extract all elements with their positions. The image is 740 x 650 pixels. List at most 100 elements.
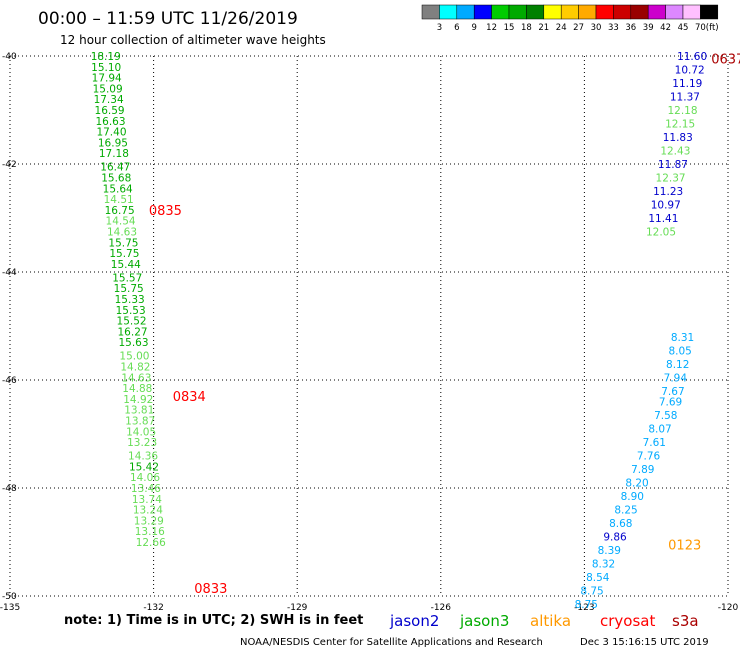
x-tick-label: -135: [0, 603, 20, 613]
data-point-label: 7.76: [637, 451, 661, 463]
y-tick-label: -40: [2, 52, 17, 62]
colorbar-swatch: [630, 4, 649, 20]
axis-ticks: -135 -132 -129 -126 -123 -120 -40 -42 -44 -46 -48 -…: [0, 52, 738, 613]
data-point-label: 11.41: [648, 213, 678, 225]
colorbar-swatch: [595, 4, 614, 20]
data-point-label: 14.92: [123, 394, 153, 406]
pass-time-label: 0123: [668, 539, 701, 554]
data-point-label: 8.90: [621, 491, 644, 503]
data-point-label: 13.29: [134, 515, 164, 527]
data-point-label: 14.36: [128, 451, 158, 463]
satellite-cryosat: cryosat: [600, 612, 655, 630]
data-point-label: 12.05: [646, 227, 676, 239]
data-point-label: 8.75: [575, 599, 598, 611]
colorbar-swatch: [508, 4, 527, 20]
data-point-label: 15.44: [111, 259, 141, 271]
colorbar-swatch: [613, 4, 632, 20]
data-point-label: 13.23: [127, 437, 157, 449]
chart-title: 00:00 – 11:59 UTC 11/26/2019: [38, 9, 298, 29]
colorbar-swatch: [560, 4, 579, 20]
data-point-label: 15.42: [129, 461, 159, 473]
data-point-label: 16.95: [98, 137, 128, 149]
y-tick-label: -42: [2, 160, 17, 170]
credit-text: NOAA/NESDIS Center for Satellite Applica…: [240, 637, 543, 648]
data-point-label: 11.83: [663, 132, 693, 144]
data-point-label: 17.94: [92, 73, 122, 85]
data-point-label: 11.87: [658, 159, 688, 171]
colorbar-swatch: [700, 4, 719, 20]
data-point-label: 15.68: [101, 173, 131, 185]
satellite-jason2: jason2: [389, 612, 439, 630]
pass-time-label: 0835: [149, 204, 182, 219]
data-point-label: 10.97: [651, 200, 681, 212]
data-point-label: 15.53: [116, 305, 146, 317]
data-point-label: 13.81: [124, 405, 154, 417]
data-points: 18.1915.1017.9415.0917.3416.5916.6317.40…: [91, 51, 707, 611]
data-point-label: 14.06: [130, 472, 160, 484]
data-point-label: 15.64: [103, 183, 133, 195]
pass-time-label: 0637: [711, 53, 740, 68]
pass-time-label: 0833: [194, 582, 227, 597]
data-point-label: 8.07: [648, 424, 671, 436]
data-point-label: 8.25: [614, 505, 637, 517]
x-tick-label: -126: [431, 603, 452, 613]
colorbar-label: 39: [643, 23, 654, 33]
data-point-label: 15.09: [93, 83, 123, 95]
data-point-label: 16.47: [100, 162, 130, 174]
x-tick-label: -129: [287, 603, 308, 613]
data-point-label: 15.75: [108, 237, 138, 249]
colorbar-label: 70: [695, 23, 706, 33]
data-point-label: 15.75: [114, 283, 144, 295]
time-labels: 0835 0834 0833 0637 0123: [149, 53, 740, 597]
data-point-label: 17.18: [99, 148, 129, 160]
data-point-label: 7.61: [643, 437, 666, 449]
colorbar-unit: (ft): [706, 23, 719, 33]
colorbar-label: 36: [625, 23, 636, 33]
colorbar-swatch: [456, 4, 475, 20]
colorbar-label: 21: [538, 23, 549, 33]
data-point-label: 17.34: [94, 94, 124, 106]
data-point-label: 14.63: [121, 372, 151, 384]
colorbar-legend: 3 6 9 12 15 18 21 24 27 30 33 36 39 42 45 70 (ft): [421, 4, 719, 33]
data-point-label: 16.75: [105, 205, 135, 217]
satellite-altika: altika: [530, 612, 571, 630]
data-point-label: 12.15: [665, 119, 695, 131]
satellite-legend: jason2 jason3 altika cryosat s3a: [389, 612, 699, 630]
colorbar-label: 27: [573, 23, 584, 33]
colorbar-swatch: [543, 4, 562, 20]
data-point-label: 14.82: [120, 362, 150, 374]
data-point-label: 15.33: [115, 294, 145, 306]
colorbar-label: 6: [454, 23, 459, 33]
data-point-label: 14.63: [107, 227, 137, 239]
data-point-label: 16.63: [95, 116, 125, 128]
data-point-label: 14.88: [122, 383, 152, 395]
colorbar-label: 45: [678, 23, 689, 33]
data-point-label: 17.40: [96, 127, 126, 139]
data-point-label: 7.69: [659, 397, 682, 409]
data-point-label: 8.54: [586, 572, 610, 584]
data-point-label: 13.24: [133, 505, 163, 517]
data-point-label: 14.51: [104, 194, 134, 206]
data-point-label: 8.68: [609, 518, 632, 530]
data-point-label: 15.52: [117, 316, 147, 328]
data-point-label: 8.20: [625, 478, 648, 490]
x-tick-label: -123: [574, 603, 594, 613]
colorbar-label: 12: [486, 23, 497, 33]
data-point-label: 15.63: [118, 337, 148, 349]
data-point-label: 8.05: [668, 345, 691, 357]
data-point-label: 11.19: [672, 78, 702, 90]
data-point-label: 9.86: [603, 532, 627, 544]
data-point-label: 11.23: [653, 186, 683, 198]
colorbar-swatch: [473, 4, 492, 20]
data-point-label: 16.59: [95, 105, 125, 117]
colorbar-swatch: [439, 4, 458, 20]
data-point-label: 12.43: [660, 146, 690, 158]
data-point-label: 15.00: [119, 351, 149, 363]
colorbar-label: 15: [504, 23, 515, 33]
data-point-label: 8.32: [592, 559, 615, 571]
colorbar-label: 33: [608, 23, 619, 33]
data-point-label: 7.94: [664, 372, 688, 384]
data-point-label: 13.87: [125, 416, 155, 428]
data-point-label: 7.58: [654, 410, 677, 422]
